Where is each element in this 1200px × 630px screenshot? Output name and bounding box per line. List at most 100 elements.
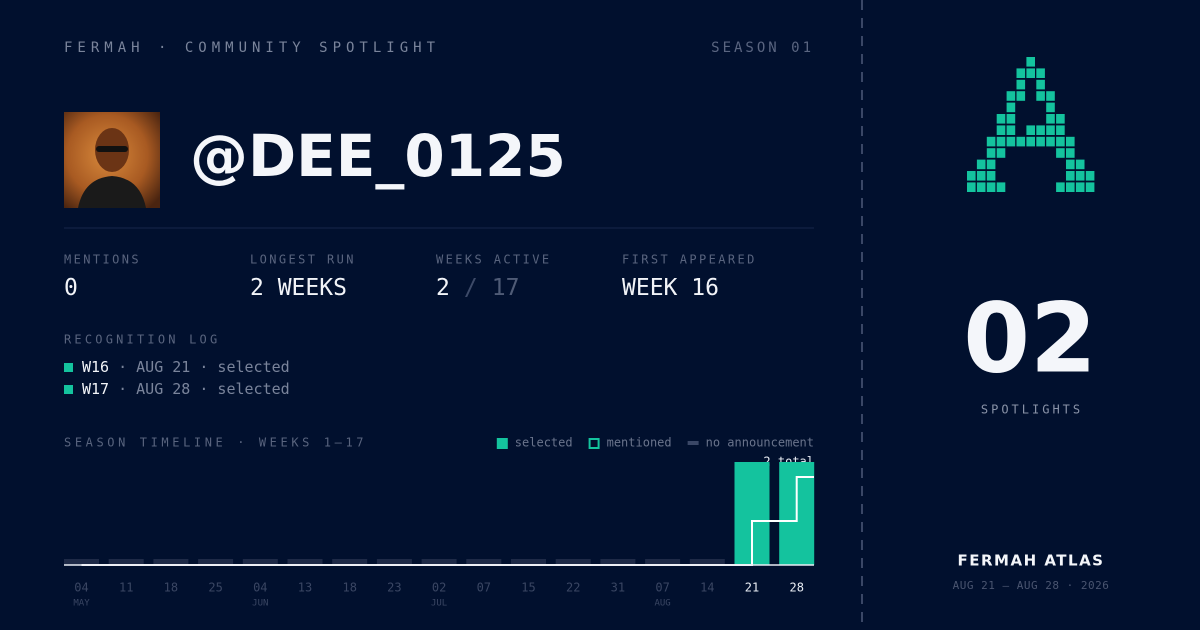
x-tick-label: 13 <box>298 581 312 595</box>
logo-pixel <box>1046 102 1055 113</box>
stat-divider: / <box>464 275 478 301</box>
count: 02 <box>963 282 1097 394</box>
logo-pixel <box>1026 136 1035 147</box>
legend-label: mentioned <box>607 436 672 450</box>
x-tick-label: 04 <box>74 581 88 595</box>
x-tick-label: 21 <box>745 581 759 595</box>
logo-pixel <box>1056 182 1065 192</box>
log-week: W17 <box>82 380 109 398</box>
logo-pixel <box>1066 159 1075 170</box>
log-detail: · AUG 28 · selected <box>118 380 290 398</box>
logo-pixel <box>1075 182 1085 192</box>
log-entry: W17 · AUG 28 · selected <box>82 380 290 398</box>
logo-pixel <box>1075 171 1085 181</box>
x-tick-label: 25 <box>208 581 222 595</box>
stat-number: WEEK 16 <box>622 275 719 301</box>
x-tick-label: 11 <box>119 581 133 595</box>
logo-pixel <box>1006 136 1016 147</box>
logo-pixel <box>986 159 996 170</box>
footer-range: AUG 21 — AUG 28 · 2026 <box>953 579 1110 592</box>
logo-pixel <box>1066 148 1075 158</box>
logo-pixel <box>1046 114 1055 124</box>
logo <box>967 57 1095 192</box>
stat-value: 2 WEEKS <box>250 275 347 301</box>
log-marker <box>64 385 73 394</box>
logo-pixel <box>1016 91 1026 101</box>
brand: FERMAH · COMMUNITY SPOTLIGHT <box>64 40 440 56</box>
logo-pixel <box>1085 171 1095 181</box>
logo-pixel <box>986 182 996 192</box>
bar <box>198 559 234 565</box>
bar <box>645 559 681 565</box>
logo-pixel <box>996 182 1006 192</box>
stats: MENTIONS 0 LONGEST RUN 2 WEEKS WEEKS ACTIVE 2… <box>64 253 757 301</box>
legend-label: no announcement <box>706 436 814 450</box>
stat-number: 2 WEEKS <box>250 275 347 301</box>
logo-pixel <box>967 182 976 192</box>
logo-pixel <box>1006 125 1016 135</box>
x-tick-label: 02 <box>432 581 446 595</box>
logo-pixel <box>976 159 986 170</box>
x-tick-label: 07 <box>477 581 491 595</box>
logo-pixel <box>1016 79 1026 90</box>
logo-pixel <box>1056 148 1065 158</box>
stat-value: 2 / 17 <box>436 275 519 301</box>
legend-swatch <box>687 441 699 445</box>
stat-number: 0 <box>64 275 78 301</box>
log-detail: · AUG 21 · selected <box>118 358 290 376</box>
bar <box>108 559 144 565</box>
bar <box>287 559 323 565</box>
logo-pixel <box>1016 136 1026 147</box>
bar <box>511 559 546 565</box>
stat-value: WEEK 16 <box>622 275 719 301</box>
avatar <box>64 112 160 208</box>
stat-label: FIRST APPEARED <box>622 253 757 267</box>
x-tick-label: 18 <box>164 581 178 595</box>
logo-pixel <box>996 125 1006 135</box>
logo-pixel <box>1006 91 1016 101</box>
x-tick-label: 18 <box>342 581 356 595</box>
x-tick-label: 15 <box>521 581 535 595</box>
bar <box>555 559 591 565</box>
bar <box>600 559 636 565</box>
stat-label: LONGEST RUN <box>250 253 356 267</box>
logo-pixel <box>1066 136 1075 147</box>
month-label: JUL <box>431 599 447 609</box>
month-label: JUN <box>252 599 268 609</box>
bar <box>153 559 189 565</box>
logo-pixel <box>1075 159 1085 170</box>
logo-pixel <box>986 136 996 147</box>
count-label: SPOTLIGHTS <box>981 403 1083 417</box>
bar <box>64 559 99 565</box>
x-tick-label: 04 <box>253 581 267 595</box>
logo-pixel <box>1066 171 1075 181</box>
logo-pixel <box>1036 79 1045 90</box>
logo-pixel <box>1026 125 1035 135</box>
logo-pixel <box>1046 91 1055 101</box>
logo-pixel <box>976 171 986 181</box>
bar <box>421 559 457 565</box>
x-tick-label: 14 <box>700 581 714 595</box>
bar <box>332 559 368 565</box>
stat-label: WEEKS ACTIVE <box>436 253 552 267</box>
x-tick-label: 28 <box>789 581 803 595</box>
logo-pixel <box>1036 125 1045 135</box>
logo-pixel <box>1036 91 1045 101</box>
logo-pixel <box>1036 68 1045 78</box>
stat-total: 17 <box>492 275 520 301</box>
x-tick-label: 22 <box>566 581 580 595</box>
logo-pixel <box>986 171 996 181</box>
log-week: W16 <box>82 358 109 376</box>
x-tick-label: 23 <box>387 581 401 595</box>
stat-label: MENTIONS <box>64 253 141 267</box>
log-entry: W16 · AUG 21 · selected <box>82 358 290 376</box>
legend-swatch <box>588 438 600 449</box>
logo-pixel <box>1036 136 1045 147</box>
logo-pixel <box>1046 136 1055 147</box>
x-tick-label: 31 <box>611 581 625 595</box>
legend-swatch <box>496 438 508 449</box>
logo-pixel <box>996 148 1006 158</box>
log: W16 · AUG 21 · selected W17 · AUG 28 · sele… <box>64 358 290 398</box>
